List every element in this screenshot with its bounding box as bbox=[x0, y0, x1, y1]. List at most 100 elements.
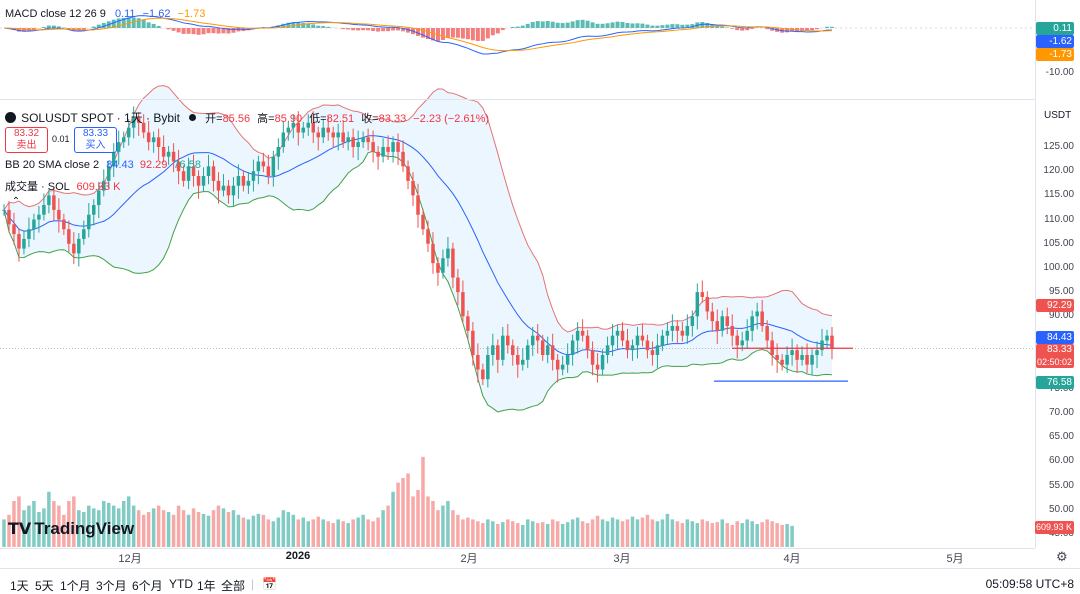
volume-bar bbox=[526, 519, 529, 547]
candle-body bbox=[745, 331, 748, 341]
candle-body bbox=[87, 215, 90, 230]
candle-body bbox=[371, 142, 374, 152]
volume-bar bbox=[636, 519, 639, 547]
range-6m[interactable]: 6个月 bbox=[132, 577, 163, 594]
candle-body bbox=[2, 210, 5, 211]
candle-body bbox=[601, 355, 604, 370]
collapse-legend-button[interactable]: ⌃ bbox=[5, 195, 27, 209]
macd-hist-bar bbox=[481, 28, 485, 41]
volume-bar bbox=[701, 519, 704, 547]
volume-bar bbox=[396, 483, 399, 547]
symbol-header[interactable]: SOLUSDT SPOT · 1天 · Bybit 开=85.56 高=85.9… bbox=[5, 109, 489, 126]
candle-body bbox=[656, 345, 659, 355]
volume-bar bbox=[272, 521, 275, 547]
candle-body bbox=[406, 166, 409, 181]
volume-bar bbox=[341, 521, 344, 547]
bb-legend[interactable]: BB 20 SMA close 2 84.43 92.29 76.58 bbox=[5, 159, 201, 171]
macd-hist-bar bbox=[616, 22, 620, 28]
chevron-up-icon: ⌃ bbox=[12, 196, 20, 207]
volume-bar bbox=[691, 521, 694, 547]
range-1y[interactable]: 1年 bbox=[197, 577, 216, 594]
candle-body bbox=[631, 345, 634, 350]
macd-hist-bar bbox=[207, 28, 211, 33]
volume-bar bbox=[331, 523, 334, 547]
volume-bar bbox=[671, 519, 674, 547]
macd-hist-bar bbox=[456, 28, 460, 38]
candle-body bbox=[446, 249, 449, 259]
candle-body bbox=[257, 162, 260, 172]
sell-button[interactable]: 83.32 卖出 bbox=[5, 127, 48, 153]
macd-legend[interactable]: MACD close 12 26 9 0.11 −1.62 −1.73 bbox=[5, 8, 205, 20]
candle-body bbox=[461, 292, 464, 316]
range-3m[interactable]: 3个月 bbox=[96, 577, 127, 594]
volume-legend[interactable]: 成交量 · SOL 609.93 K bbox=[5, 178, 121, 194]
volume-bar bbox=[611, 518, 614, 547]
volume-bar bbox=[297, 519, 300, 547]
volume-bar bbox=[536, 523, 539, 547]
volume-bar bbox=[476, 521, 479, 547]
candle-body bbox=[466, 316, 469, 331]
volume-bar bbox=[386, 506, 389, 547]
bb-upper-value: 92.29 bbox=[140, 159, 168, 171]
range-5d[interactable]: 5天 bbox=[35, 577, 54, 594]
volume-bar bbox=[366, 519, 369, 547]
candle-body bbox=[476, 355, 479, 370]
candle-body bbox=[207, 166, 210, 176]
volume-bar bbox=[212, 510, 215, 547]
candle-body bbox=[721, 316, 724, 331]
macd-hist-bar bbox=[371, 28, 375, 31]
volume-bar bbox=[541, 522, 544, 547]
candle-body bbox=[596, 365, 599, 370]
macd-hist-bar bbox=[546, 21, 550, 28]
range-1m[interactable]: 1个月 bbox=[60, 577, 91, 594]
candle-body bbox=[217, 181, 220, 191]
settings-gear-icon[interactable]: ⚙ bbox=[1056, 549, 1068, 565]
volume-bar bbox=[501, 522, 504, 547]
range-1d[interactable]: 1天 bbox=[10, 577, 29, 594]
macd-hist-bar bbox=[491, 28, 495, 35]
candle-body bbox=[691, 316, 694, 326]
candle-body bbox=[147, 132, 150, 142]
macd-tag-hist: -1.73 bbox=[1036, 48, 1074, 61]
volume-bar bbox=[750, 521, 753, 547]
candle-body bbox=[426, 229, 429, 244]
volume-bar bbox=[621, 521, 624, 547]
candle-body bbox=[197, 176, 200, 186]
macd-hist-bar bbox=[655, 26, 659, 28]
candle-body bbox=[681, 331, 684, 336]
macd-hist-bar bbox=[471, 28, 475, 40]
candle-body bbox=[212, 166, 215, 181]
candle-body bbox=[431, 244, 434, 263]
macd-hist-bar bbox=[496, 28, 500, 33]
macd-hist-bar bbox=[311, 24, 315, 28]
candle-body bbox=[800, 355, 803, 360]
volume-bar bbox=[740, 523, 743, 547]
macd-hist-bar bbox=[591, 22, 595, 28]
market-status-icon bbox=[189, 114, 196, 121]
volume-bar bbox=[167, 512, 170, 547]
candle-body bbox=[227, 186, 230, 196]
candle-body bbox=[711, 311, 714, 321]
candle-body bbox=[531, 336, 534, 346]
macd-label: MACD close 12 26 9 bbox=[5, 8, 106, 20]
candle-body bbox=[237, 176, 240, 186]
candle-body bbox=[92, 205, 95, 215]
volume-bar bbox=[267, 519, 270, 547]
candle-body bbox=[401, 152, 404, 167]
macd-hist-bar bbox=[621, 22, 625, 28]
price-tick-label: 95.00 bbox=[1049, 286, 1074, 297]
last-price-value: 83.33 bbox=[1036, 344, 1072, 356]
volume-bar bbox=[326, 521, 329, 547]
pane-separator[interactable] bbox=[0, 99, 1035, 100]
volume-bar bbox=[147, 512, 150, 547]
volume-bar bbox=[735, 521, 738, 547]
range-all[interactable]: 全部 bbox=[221, 577, 245, 594]
candle-body bbox=[496, 345, 499, 360]
buy-button[interactable]: 83.33 买入 bbox=[74, 127, 117, 153]
macd-hist-bar bbox=[486, 28, 490, 38]
volume-bar bbox=[451, 510, 454, 547]
candle-body bbox=[386, 147, 389, 152]
spread-value: 0.01 bbox=[52, 134, 70, 144]
